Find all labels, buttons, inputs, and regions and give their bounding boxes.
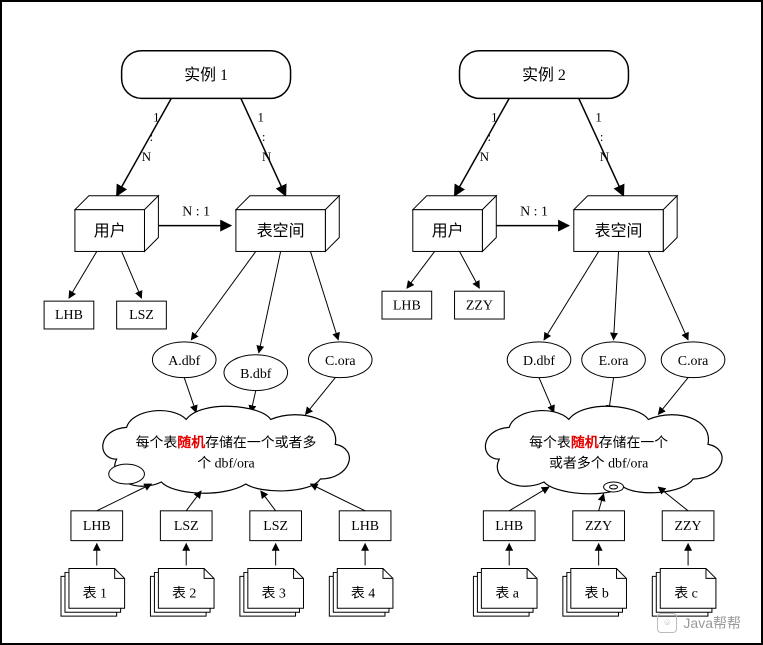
diagram-svg: 实例 1 实例 2 1 : N 1 : N 1 : N 1 : N 用户 表空间 bbox=[2, 2, 761, 643]
files-right: D.dbf E.ora C.ora bbox=[507, 251, 725, 377]
svg-text:用户: 用户 bbox=[94, 222, 126, 240]
svg-text:表 b: 表 b bbox=[584, 585, 608, 601]
svg-text:N: N bbox=[600, 149, 610, 164]
svg-text:C.ora: C.ora bbox=[325, 354, 356, 369]
svg-text:1: 1 bbox=[153, 109, 159, 124]
table-to-owner-left bbox=[97, 544, 365, 566]
svg-text::: : bbox=[262, 129, 266, 144]
watermark: ⌾ Java帮帮 bbox=[657, 613, 741, 633]
svg-text:LSZ: LSZ bbox=[129, 308, 154, 323]
svg-text:N : 1: N : 1 bbox=[182, 205, 210, 220]
cloud-right: 每个表随机存储在一个 或者多个 dbf/ora bbox=[485, 406, 722, 494]
svg-text:LHB: LHB bbox=[83, 519, 111, 534]
svg-text:表 3: 表 3 bbox=[262, 585, 286, 601]
cube-space-right: 表空间 bbox=[574, 196, 677, 252]
svg-text:LHB: LHB bbox=[351, 519, 379, 534]
svg-text:N: N bbox=[262, 149, 272, 164]
svg-text:LSZ: LSZ bbox=[263, 519, 288, 534]
svg-text:表 2: 表 2 bbox=[172, 585, 196, 601]
edge-user-space-right: N : 1 bbox=[496, 205, 569, 226]
svg-text:1: 1 bbox=[491, 109, 497, 124]
svg-text:表空间: 表空间 bbox=[257, 222, 305, 240]
instance-1-label: 实例 1 bbox=[184, 66, 228, 84]
user-boxes-left: LHB LSZ bbox=[44, 251, 166, 329]
edge-user-space-left: N : 1 bbox=[158, 205, 231, 226]
table-to-owner-right bbox=[509, 544, 688, 566]
files-left: A.dbf B.dbf C.ora bbox=[152, 251, 372, 390]
svg-text:个 dbf/ora: 个 dbf/ora bbox=[197, 455, 255, 471]
cube-user-right: 用户 bbox=[413, 196, 496, 252]
tables-right: 表 a表 b表 c bbox=[473, 568, 715, 616]
svg-text:A.dbf: A.dbf bbox=[168, 354, 200, 369]
wechat-icon: ⌾ bbox=[657, 613, 677, 633]
edges-instance-left: 1 : N 1 : N bbox=[117, 98, 286, 195]
svg-text:用户: 用户 bbox=[432, 222, 464, 240]
svg-text:N: N bbox=[142, 149, 152, 164]
svg-text:LSZ: LSZ bbox=[174, 519, 199, 534]
instance-1: 实例 1 bbox=[122, 51, 291, 99]
svg-text:或者多个 dbf/ora: 或者多个 dbf/ora bbox=[549, 454, 648, 471]
svg-text:N: N bbox=[480, 149, 490, 164]
svg-text:表 4: 表 4 bbox=[351, 585, 375, 601]
svg-text:D.dbf: D.dbf bbox=[523, 354, 555, 369]
user-boxes-right: LHB ZZY bbox=[382, 251, 504, 319]
svg-text:B.dbf: B.dbf bbox=[240, 367, 272, 382]
owner-boxes-right: LHB ZZY ZZY bbox=[483, 511, 714, 541]
svg-text:表空间: 表空间 bbox=[595, 222, 643, 240]
svg-text:表 c: 表 c bbox=[674, 585, 698, 601]
svg-text:LHB: LHB bbox=[393, 298, 421, 313]
svg-text::: : bbox=[150, 129, 154, 144]
svg-text:每个表随机存储在一个: 每个表随机存储在一个 bbox=[529, 434, 668, 451]
svg-text:E.ora: E.ora bbox=[599, 354, 629, 369]
instance-2-label: 实例 2 bbox=[522, 66, 566, 84]
svg-text:LHB: LHB bbox=[55, 308, 83, 323]
edges-instance-right: 1 : N 1 : N bbox=[455, 98, 624, 195]
svg-text:表 a: 表 a bbox=[495, 585, 519, 601]
svg-text:N : 1: N : 1 bbox=[520, 205, 548, 220]
svg-text::: : bbox=[488, 129, 492, 144]
svg-text:1: 1 bbox=[258, 109, 264, 124]
watermark-text: Java帮帮 bbox=[683, 613, 741, 633]
cube-user-left: 用户 bbox=[75, 196, 158, 252]
svg-text:1: 1 bbox=[595, 109, 601, 124]
svg-text:LHB: LHB bbox=[495, 519, 523, 534]
svg-text:每个表随机存储在一个或者多: 每个表随机存储在一个或者多 bbox=[136, 434, 317, 451]
cloud-left: 每个表随机存储在一个或者多 个 dbf/ora bbox=[103, 406, 350, 493]
diagram-frame: 实例 1 实例 2 1 : N 1 : N 1 : N 1 : N 用户 表空间 bbox=[0, 0, 763, 645]
cube-space-left: 表空间 bbox=[236, 196, 339, 252]
owner-boxes-left: LHB LSZ LSZ LHB bbox=[71, 511, 391, 541]
svg-text:ZZY: ZZY bbox=[466, 298, 493, 313]
instance-2: 实例 2 bbox=[460, 51, 629, 99]
svg-text:C.ora: C.ora bbox=[678, 354, 709, 369]
svg-text::: : bbox=[600, 129, 604, 144]
tables-left: 表 1 表 2 表 3 表 4 bbox=[61, 568, 393, 616]
svg-text:表 1: 表 1 bbox=[83, 585, 107, 601]
svg-text:ZZY: ZZY bbox=[675, 519, 702, 534]
svg-text:ZZY: ZZY bbox=[585, 519, 612, 534]
